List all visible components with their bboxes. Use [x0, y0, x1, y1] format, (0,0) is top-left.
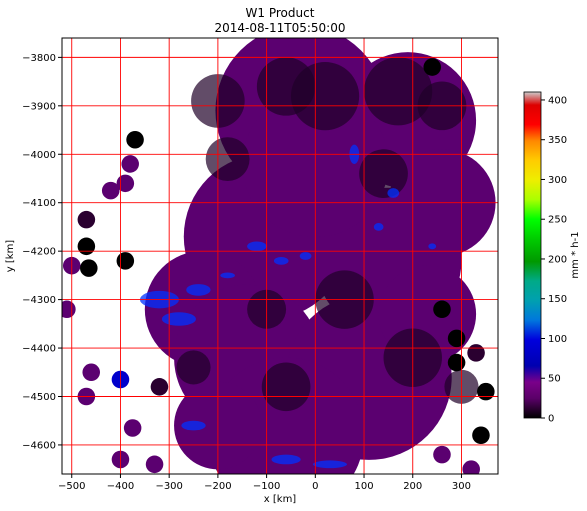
y-axis-label: y [km] [5, 240, 16, 273]
grid [62, 38, 498, 474]
radar-site-disc [80, 259, 98, 277]
radar-field [62, 38, 496, 474]
radar-site-disc [423, 58, 442, 76]
x-tick-label: 200 [403, 481, 422, 492]
rain-cell [220, 272, 235, 279]
rain-cell [161, 312, 196, 326]
radar-site-disc [447, 329, 466, 348]
radar-site-disc [116, 174, 135, 193]
radar-site-disc [121, 155, 139, 173]
x-tick-label: −200 [204, 481, 231, 492]
colorbar-scale [523, 91, 542, 419]
x-tick-label: 0 [312, 481, 318, 492]
colorbar-ticks: 0 50 100 150 200 250 300 350 400 [541, 95, 567, 425]
y-tick-label: −4000 [22, 150, 56, 161]
x-tick-label: −100 [253, 481, 280, 492]
rain-cell [186, 284, 211, 296]
x-tick-label: 100 [354, 481, 373, 492]
colorbar-tick-label: 100 [548, 334, 567, 345]
x-axis-label: x [km] [264, 494, 297, 505]
y-tick-label: −4600 [22, 440, 56, 451]
radar-site-disc [447, 353, 466, 372]
radar-site-disc [477, 382, 495, 401]
colorbar-tick-label: 300 [548, 175, 567, 186]
radar-site-disc [82, 363, 100, 382]
radar-site-disc [472, 426, 490, 445]
y-tick-label: −3900 [22, 101, 56, 112]
low-rain-area [359, 149, 408, 199]
radar-site-disc [101, 181, 120, 200]
y-tick-label: −4300 [22, 295, 56, 306]
y-tick-label: −4100 [22, 198, 56, 209]
radar-site-disc [150, 378, 169, 396]
radar-site-disc [433, 300, 451, 319]
radar-site-disc [77, 210, 96, 229]
y-tick-label: −4500 [22, 392, 56, 403]
y-tick-label: −4200 [22, 247, 56, 258]
low-rain-area [364, 57, 433, 126]
colorbar-tick-label: 400 [548, 95, 567, 106]
colorbar-tick-label: 250 [548, 215, 567, 226]
radar-site-disc [145, 455, 164, 474]
colorbar-label: mm * h-1 [570, 231, 581, 278]
chart-subtitle: 2014-08-11T05:50:00 [215, 21, 346, 35]
radar-site-disc [467, 344, 485, 362]
plot-area [61, 37, 499, 475]
rain-cell [271, 454, 301, 465]
colorbar-tick-label: 0 [548, 414, 554, 425]
low-rain-area [176, 350, 211, 385]
x-tick-label: −300 [155, 481, 182, 492]
y-axis: −3800 −3900 −4000 −4100 −4200 −4300 −4400 −4500… [22, 53, 62, 451]
colorbar-tick-label: 200 [548, 254, 567, 265]
rain-cell [387, 188, 400, 198]
radar-site-disc [433, 445, 451, 464]
colorbar-tick-label: 150 [548, 294, 567, 305]
radar-site-disc [123, 419, 142, 437]
rain-cell [428, 243, 437, 250]
y-tick-label: −3800 [22, 53, 56, 64]
y-tick-label: −4400 [22, 344, 56, 355]
colorbar: 0 50 100 150 200 250 300 350 400 mm * h-1 [523, 91, 581, 425]
radar-site-disc [77, 237, 96, 256]
low-rain-area [290, 62, 360, 131]
x-tick-label: −500 [58, 481, 85, 492]
rain-cell [299, 252, 312, 260]
colorbar-tick-label: 50 [548, 374, 561, 385]
x-tick-label: −400 [107, 481, 134, 492]
radar-site-disc [462, 460, 480, 474]
plot-frame [61, 37, 499, 475]
radar-site-disc [116, 252, 135, 270]
rain-cell [247, 241, 267, 252]
low-rain-area [205, 137, 250, 182]
rain-cell [312, 460, 347, 469]
rain-cell [181, 420, 206, 431]
x-axis: −500 −400 −300 −200 −100 0 100 200 300 [58, 474, 471, 492]
rain-cell [273, 256, 289, 265]
colorbar-tick-label: 350 [548, 135, 567, 146]
radar-site-disc [126, 130, 144, 149]
radar-site-disc [62, 300, 76, 319]
chart-title: W1 Product [246, 6, 315, 20]
rain-cell [373, 223, 384, 231]
low-rain-area [261, 362, 311, 412]
x-tick-label: 300 [452, 481, 471, 492]
